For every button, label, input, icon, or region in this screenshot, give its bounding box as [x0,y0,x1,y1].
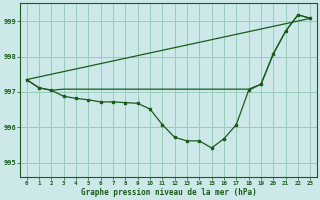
X-axis label: Graphe pression niveau de la mer (hPa): Graphe pression niveau de la mer (hPa) [81,188,256,197]
